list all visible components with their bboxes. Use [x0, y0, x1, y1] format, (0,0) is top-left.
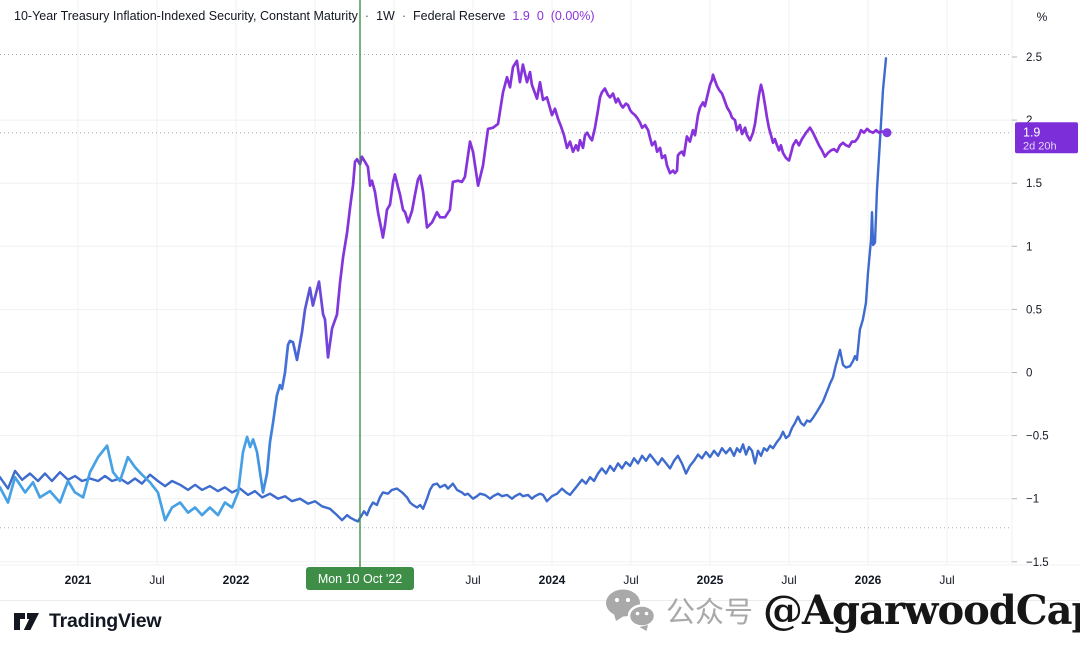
change-percent: (0.00%) [550, 9, 595, 23]
title-separator: · [364, 9, 370, 23]
symbol-title[interactable]: 10-Year Treasury Inflation-Indexed Secur… [14, 9, 358, 23]
y-axis-label[interactable]: 1.5 [1026, 178, 1042, 190]
tradingview-logo-text: TradingView [49, 610, 162, 632]
x-axis-label[interactable]: 2022 [223, 573, 250, 587]
y-axis-label[interactable]: −1 [1026, 494, 1039, 506]
source-label: Federal Reserve [413, 9, 506, 23]
series-line-main [0, 59, 889, 522]
x-axis-label[interactable]: 2024 [539, 573, 566, 587]
price-badge-value: 1.9 [1023, 126, 1040, 140]
x-axis-label[interactable]: Jul [465, 573, 480, 587]
price-scale-unit-button[interactable]: % [1036, 10, 1048, 24]
tradingview-logo-icon [14, 613, 39, 630]
y-axis-label[interactable]: 2.5 [1026, 52, 1042, 64]
x-axis-label[interactable]: 2021 [65, 573, 92, 587]
y-axis-label[interactable]: −1.5 [1026, 557, 1049, 569]
x-axis-label[interactable]: Jul [939, 573, 954, 587]
price-scale[interactable] [1012, 0, 1080, 600]
chart-pane[interactable] [0, 0, 1012, 565]
symbol-title-row: 10-Year Treasury Inflation-Indexed Secur… [14, 9, 595, 23]
title-separator: · [401, 9, 407, 23]
x-axis-label[interactable]: Jul [149, 573, 164, 587]
y-axis-label[interactable]: 2 [1026, 115, 1032, 127]
last-price-dot [882, 128, 892, 138]
time-scale[interactable] [0, 565, 1080, 600]
price-badge-countdown: 2d 20h [1023, 141, 1057, 153]
change-value: 0 [536, 9, 544, 23]
chart-canvas[interactable]: 2.521.510.50−0.5−1−1.52021Jul2022Jul2023… [0, 0, 1080, 600]
x-axis-label[interactable]: 2026 [855, 573, 882, 587]
y-axis-label[interactable]: 0.5 [1026, 304, 1042, 316]
series-line-secondary [0, 57, 888, 523]
x-axis-label[interactable]: 2025 [697, 573, 724, 587]
interval-label[interactable]: 1W [376, 9, 395, 23]
bottom-toolbar: TradingView [0, 600, 1080, 646]
x-axis-label[interactable]: Jul [623, 573, 638, 587]
y-axis-label[interactable]: 1 [1026, 241, 1032, 253]
crosshair-date-label: Mon 10 Oct '22 [318, 572, 402, 586]
last-price-value: 1.9 [512, 9, 530, 23]
y-axis-label[interactable]: 0 [1026, 368, 1032, 380]
y-axis-label[interactable]: −0.5 [1026, 431, 1049, 443]
crosshair-date-badge [306, 567, 414, 590]
tradingview-logo[interactable]: TradingView [13, 609, 162, 634]
price-badge [1015, 122, 1078, 154]
x-axis-label[interactable]: Jul [781, 573, 796, 587]
